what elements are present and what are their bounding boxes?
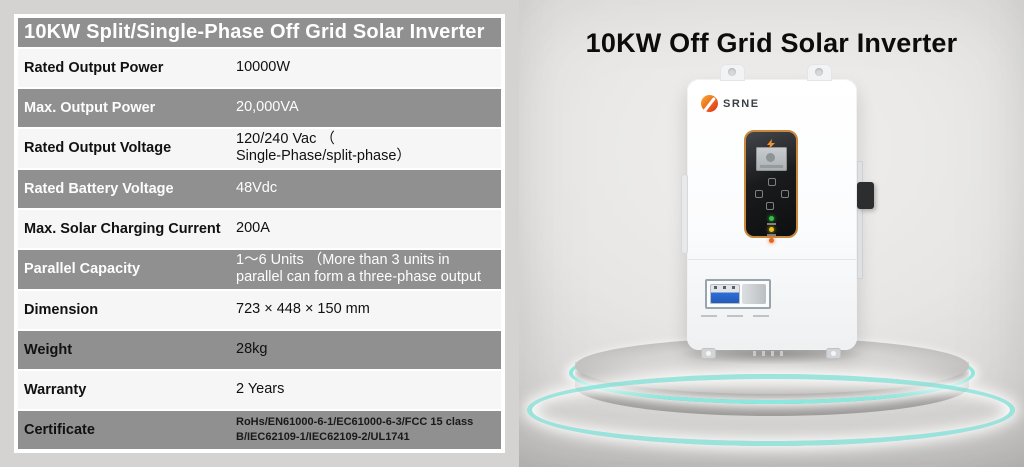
touch-icon — [768, 178, 776, 186]
lightning-icon — [767, 136, 775, 154]
caption-marks — [701, 315, 769, 317]
table-row: Rated Output Voltage 120/240 Vac （ Singl… — [18, 129, 501, 168]
spec-label: Weight — [24, 341, 73, 358]
spec-label: Max. Output Power — [24, 100, 156, 116]
display-panel — [744, 130, 798, 243]
vents — [753, 351, 783, 356]
touch-icon — [755, 190, 763, 198]
mounting-tab — [807, 64, 832, 81]
product-title: 10KW Off Grid Solar Inverter — [585, 28, 958, 58]
spec-value: 723 × 448 × 150 mm — [236, 300, 370, 317]
lcd-screen — [756, 147, 787, 171]
left-panel: 10KW Split/Single-Phase Off Grid Solar I… — [14, 14, 505, 453]
spec-value: 200A — [236, 220, 270, 237]
spec-label: Warranty — [24, 381, 87, 398]
handle — [681, 174, 688, 254]
spec-label: Dimension — [24, 301, 99, 318]
srne-logo-icon — [701, 95, 718, 112]
table-body: Rated Output Power 10000W Max. Output Po… — [18, 49, 501, 449]
led-yellow-icon — [769, 227, 774, 232]
spec-value: 1～6 Units （More than 3 units in parallel… — [236, 251, 482, 286]
mounting-tab — [720, 64, 745, 81]
spec-value: 20,000VA — [236, 99, 299, 116]
led-label-mark — [767, 234, 776, 236]
led-label-mark — [767, 223, 776, 225]
side-rail — [857, 161, 863, 279]
spec-table: 10KW Split/Single-Phase Off Grid Solar I… — [14, 14, 505, 453]
breaker-panel — [705, 279, 771, 309]
spec-value: 10000W — [236, 59, 291, 76]
blank-plate — [742, 284, 766, 304]
breaker-switch — [710, 284, 740, 304]
spec-value: RoHs/EN61000-6-1/EC61000-6-3/FCC 15 clas… — [236, 416, 474, 443]
spec-label: Parallel Capacity — [24, 261, 141, 278]
stage: 10KW Off Grid Solar Inverter SRNE — [519, 0, 1024, 467]
brand: SRNE — [701, 95, 760, 112]
inverter-image: SRNE — [681, 64, 874, 359]
brand-label: SRNE — [723, 97, 760, 110]
table-row: Rated Output Power 10000W — [18, 49, 501, 87]
spec-value: 120/240 Vac （ Single-Phase/split-phase） — [236, 131, 411, 165]
divider — [688, 259, 856, 260]
table-row: Max. Solar Charging Current 200A — [18, 209, 501, 248]
spec-label: Rated Output Voltage — [24, 140, 172, 157]
spec-label: Certificate — [24, 421, 95, 438]
table-row: Max. Output Power 20,000VA — [18, 89, 501, 127]
table-row: Parallel Capacity 1～6 Units （More than 3… — [18, 249, 501, 289]
led-green-icon — [769, 216, 774, 221]
touch-icon — [781, 190, 789, 198]
table-row: Rated Battery Voltage 48Vdc — [18, 169, 501, 208]
table-row: Weight 28kg — [18, 330, 501, 369]
spec-value: 48Vdc — [236, 180, 278, 197]
spec-label: Max. Solar Charging Current — [24, 220, 221, 237]
table-row: Dimension 723 × 448 × 150 mm — [18, 290, 501, 329]
spec-value: 2 Years — [236, 380, 285, 397]
side-knob — [857, 182, 874, 209]
spec-value: 28kg — [236, 340, 268, 357]
glow-ring-outer — [527, 374, 1015, 446]
table-title: 10KW Split/Single-Phase Off Grid Solar I… — [18, 18, 501, 47]
spec-label: Rated Battery Voltage — [24, 180, 174, 197]
foot — [701, 348, 716, 359]
table-row: Certificate RoHs/EN61000-6-1/EC61000-6-3… — [18, 410, 501, 449]
spec-label: Rated Output Power — [24, 60, 164, 76]
led-red-icon — [769, 238, 774, 243]
touch-icon — [766, 202, 774, 210]
table-row: Warranty 2 Years — [18, 370, 501, 409]
foot — [826, 348, 841, 359]
